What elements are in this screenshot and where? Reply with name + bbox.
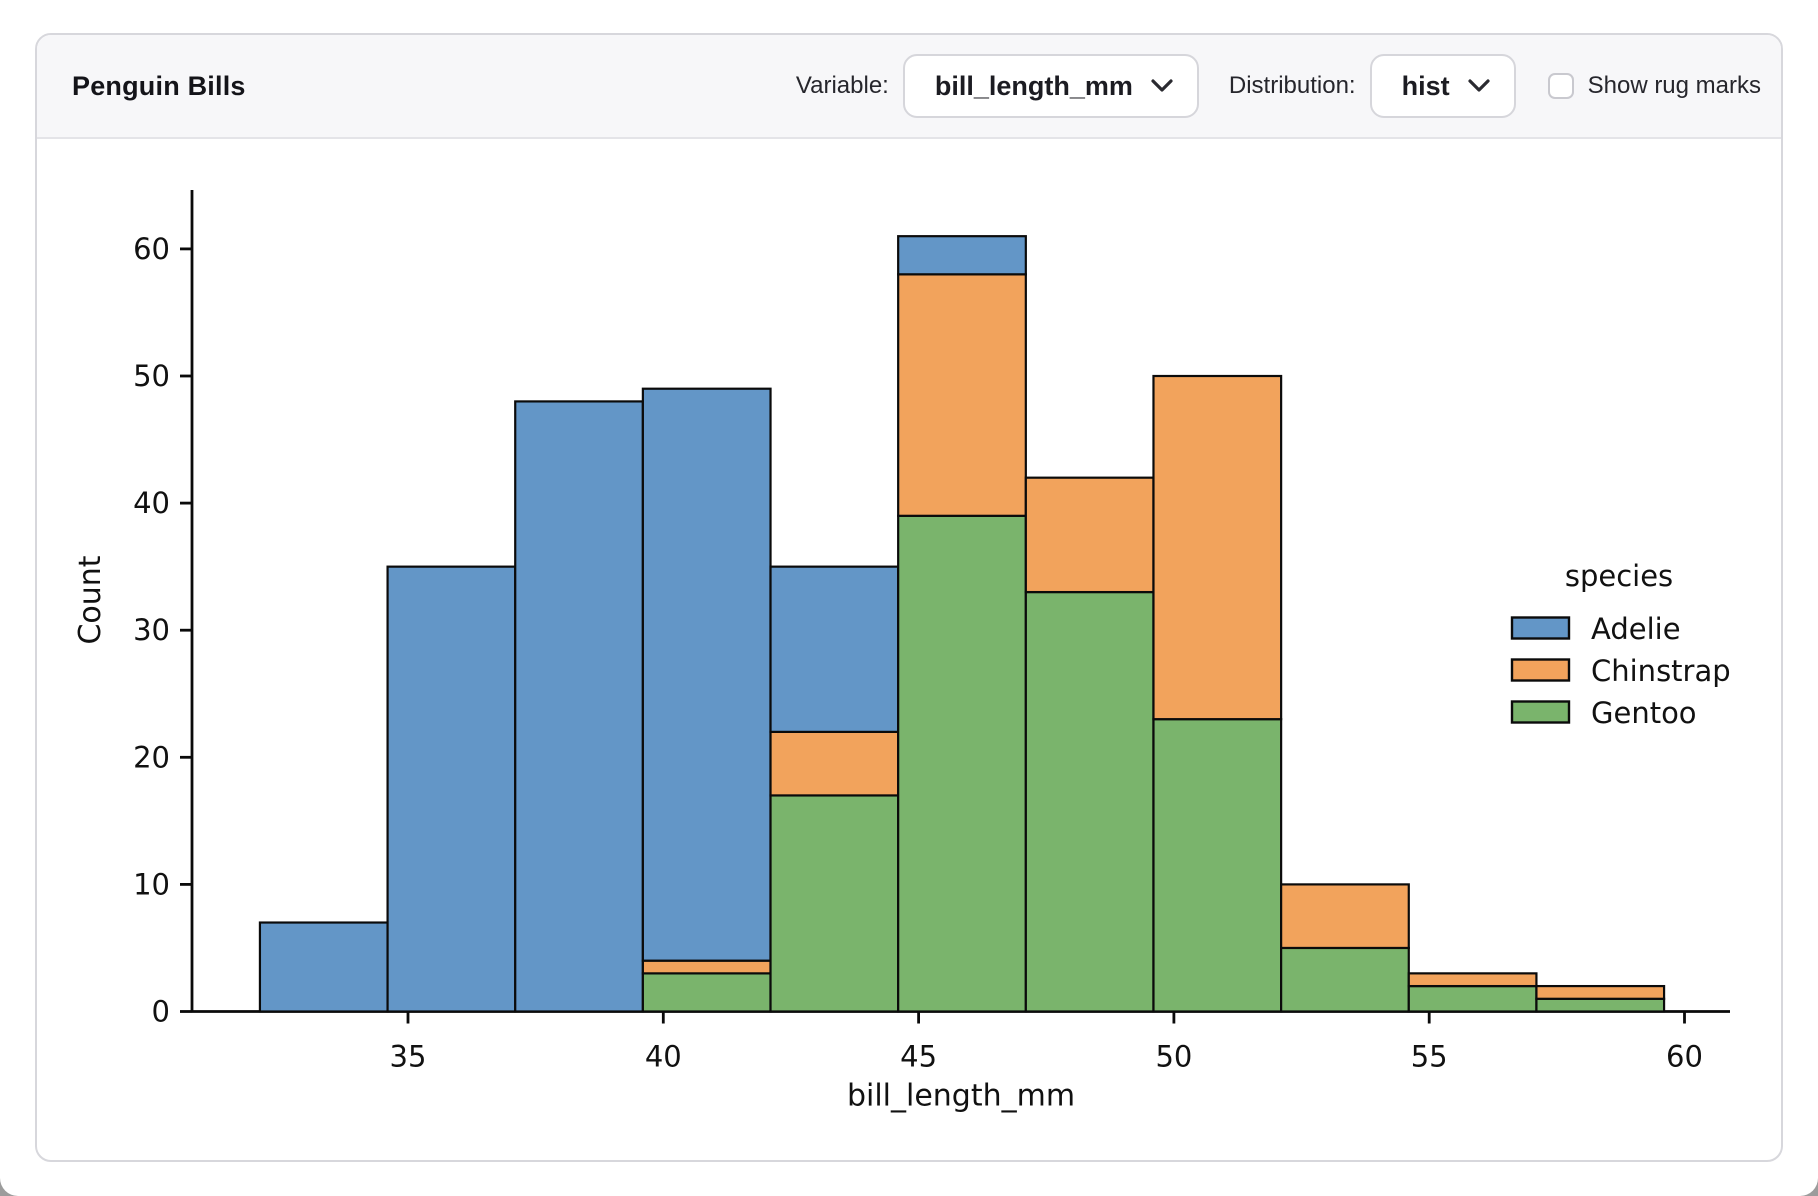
- distribution-select[interactable]: hist: [1369, 54, 1516, 118]
- toolbar-controls: Variable: bill_length_mm Distribution: h…: [796, 54, 1761, 118]
- chevron-down-icon: [1151, 79, 1173, 92]
- distribution-select-value: hist: [1401, 70, 1450, 101]
- variable-select[interactable]: bill_length_mm: [902, 54, 1199, 118]
- toolbar: Penguin Bills Variable: bill_length_mm D…: [37, 35, 1781, 139]
- page-title: Penguin Bills: [72, 70, 246, 101]
- show-rug-checkbox[interactable]: [1547, 73, 1574, 99]
- variable-label: Variable:: [795, 72, 889, 99]
- variable-select-value: bill_length_mm: [934, 70, 1133, 101]
- chevron-down-icon: [1468, 79, 1490, 92]
- chart-card: Penguin Bills Variable: bill_length_mm D…: [35, 33, 1783, 1162]
- distribution-label: Distribution:: [1228, 72, 1356, 99]
- show-rug-label: Show rug marks: [1587, 72, 1761, 99]
